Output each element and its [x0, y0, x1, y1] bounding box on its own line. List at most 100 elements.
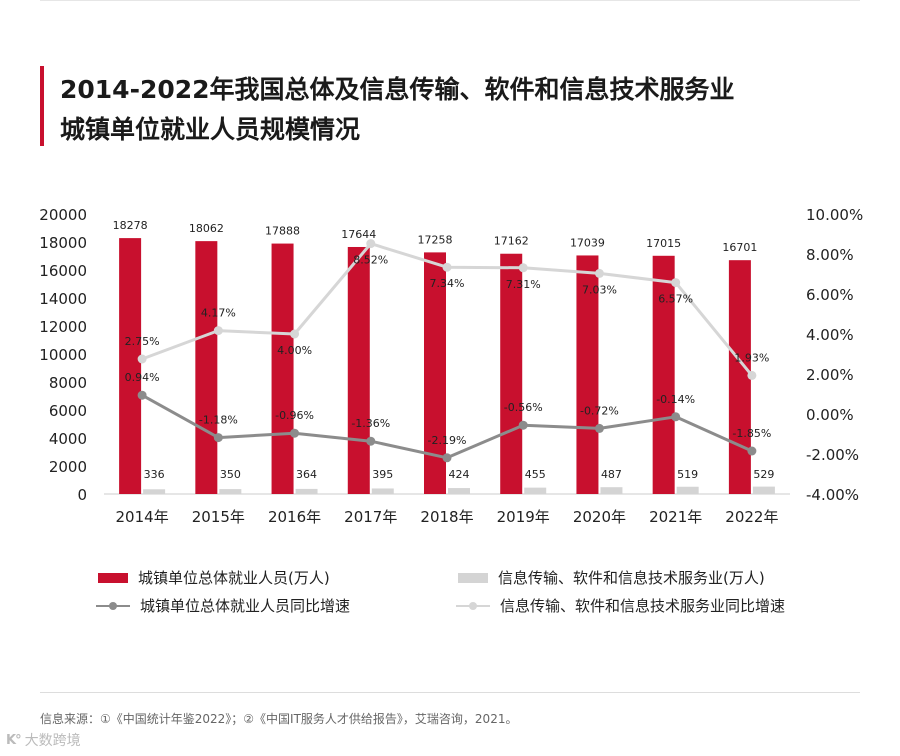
bar-it-employment-label: 529: [753, 468, 774, 481]
total-growth-point: [747, 446, 757, 456]
legend-item-it-growth: 信息传输、软件和信息技术服务业同比增速: [456, 595, 785, 616]
total-growth-label: -0.56%: [504, 401, 543, 414]
it-growth-point: [366, 239, 376, 249]
bar-total-employment: [652, 255, 675, 494]
bar-total-employment: [424, 252, 446, 494]
left-axis-tick-label: 16000: [39, 262, 87, 280]
total-growth-label: -1.85%: [732, 427, 771, 440]
right-axis-tick-label: 0.00%: [806, 406, 854, 424]
bar-it-employment: [371, 488, 394, 494]
title-accent-bar: [40, 66, 44, 146]
bar-it-employment-label: 519: [677, 468, 698, 481]
bar-it-employment: [676, 486, 699, 494]
right-axis-tick-label: 4.00%: [806, 326, 854, 344]
it-growth-point: [671, 278, 681, 288]
bar-it-employment: [143, 489, 166, 494]
chart-title-line-1: 2014-2022年我国总体及信息传输、软件和信息技术服务业: [60, 75, 735, 104]
left-axis-tick-label: 12000: [39, 318, 87, 336]
total-growth-label: 0.94%: [125, 371, 160, 384]
bar-total-employment-label: 17644: [341, 228, 376, 241]
total-growth-point: [366, 436, 376, 446]
x-axis-category-label: 2014年: [116, 508, 169, 526]
x-axis-category-label: 2015年: [192, 508, 245, 526]
chart-title: 2014-2022年我国总体及信息传输、软件和信息技术服务业 城镇单位就业人员规…: [60, 70, 860, 150]
total-growth-label: -2.19%: [428, 434, 467, 447]
total-growth-point: [594, 423, 604, 433]
total-growth-point: [213, 433, 223, 443]
legend-item-total-employment: 城镇单位总体就业人员(万人): [98, 567, 330, 588]
bar-total-employment-label: 16701: [722, 241, 757, 254]
x-axis-category-label: 2020年: [573, 508, 626, 526]
total-growth-point: [442, 453, 452, 463]
bar-it-employment-label: 487: [601, 468, 622, 481]
legend-swatch-dark-line: [96, 600, 130, 612]
legend-label-it-employment: 信息传输、软件和信息技术服务业(万人): [498, 569, 765, 587]
legend-label-it-growth: 信息传输、软件和信息技术服务业同比增速: [500, 597, 786, 615]
bar-total-employment: [728, 260, 751, 494]
legend-swatch-gray-bar: [458, 572, 488, 583]
x-axis-category-label: 2017年: [344, 508, 397, 526]
bar-total-employment-label: 17258: [418, 233, 453, 246]
legend-label-total-employment: 城镇单位总体就业人员(万人): [138, 569, 330, 587]
source-note: 信息来源：①《中国统计年鉴2022》；②《中国IT服务人才供给报告》，艾瑞咨询，…: [40, 712, 518, 726]
it-growth-label: 7.34%: [430, 277, 465, 290]
it-growth-point: [213, 326, 223, 336]
it-growth-point: [442, 262, 452, 272]
legend-swatch-red-bar: [98, 572, 128, 583]
it-growth-label: 7.03%: [582, 283, 617, 296]
it-growth-label: 7.31%: [506, 278, 541, 291]
watermark: K° 大数跨境: [6, 730, 81, 750]
legend-item-total-growth: 城镇单位总体就业人员同比增速: [96, 595, 350, 616]
bar-total-employment: [347, 246, 370, 494]
bar-total-employment-label: 17015: [646, 237, 681, 250]
right-axis-tick-label: 10.00%: [806, 206, 863, 224]
right-axis-tick-label: 6.00%: [806, 286, 854, 304]
left-axis-tick-label: 4000: [49, 430, 87, 448]
watermark-logo: K°: [6, 732, 22, 748]
combo-chart: 0 2000 4000 6000 8000 10000 12000 14000 16000 180…: [39, 206, 863, 526]
bar-it-employment-label: 336: [144, 468, 165, 481]
it-growth-label: 1.93%: [734, 351, 769, 364]
bottom-divider: [40, 692, 860, 693]
top-divider: [40, 0, 860, 1]
total-growth-label: -1.36%: [351, 417, 390, 430]
bar-it-employment: [524, 487, 547, 494]
bar-total-employment-label: 17039: [570, 236, 605, 249]
bar-it-employment: [448, 488, 470, 494]
right-axis-tick-label: 2.00%: [806, 366, 854, 384]
legend-label-total-growth: 城镇单位总体就业人员同比增速: [140, 597, 351, 615]
bar-it-employment: [219, 489, 242, 494]
it-growth-point: [290, 329, 300, 339]
bar-it-employment: [600, 487, 623, 494]
bar-total-employment: [119, 238, 142, 494]
it-growth-label: 4.17%: [201, 307, 236, 320]
total-growth-point: [137, 390, 147, 400]
left-axis-tick-label: 2000: [49, 458, 87, 476]
legend-item-it-employment: 信息传输、软件和信息技术服务业(万人): [458, 567, 765, 588]
right-axis-tick-label: 8.00%: [806, 246, 854, 264]
it-growth-point: [747, 370, 757, 380]
x-axis-category-label: 2016年: [268, 508, 321, 526]
bar-total-employment: [271, 243, 294, 494]
left-axis-tick-label: 20000: [39, 206, 87, 224]
bar-it-employment-label: 350: [220, 468, 241, 481]
legend-swatch-light-line: [456, 600, 490, 612]
it-growth-label: 4.00%: [277, 344, 312, 357]
right-axis-tick-label: -4.00%: [806, 486, 859, 504]
bar-it-employment-label: 395: [372, 468, 393, 481]
bar-total-employment-label: 18278: [113, 219, 148, 232]
total-growth-point: [518, 420, 528, 430]
left-axis-tick-label: 14000: [39, 290, 87, 308]
bar-total-employment-label: 18062: [189, 222, 224, 235]
right-axis-tick-label: -2.00%: [806, 446, 859, 464]
it-growth-point: [518, 263, 528, 273]
total-growth-point: [671, 412, 681, 422]
total-growth-point: [290, 428, 300, 438]
left-axis-tick-label: 18000: [39, 234, 87, 252]
it-growth-point: [137, 354, 147, 364]
watermark-text: 大数跨境: [24, 733, 81, 749]
bar-it-employment-label: 455: [525, 468, 546, 481]
total-growth-label: -1.18%: [199, 414, 238, 427]
bar-it-employment-label: 364: [296, 468, 317, 481]
bar-total-employment-label: 17888: [265, 225, 300, 238]
